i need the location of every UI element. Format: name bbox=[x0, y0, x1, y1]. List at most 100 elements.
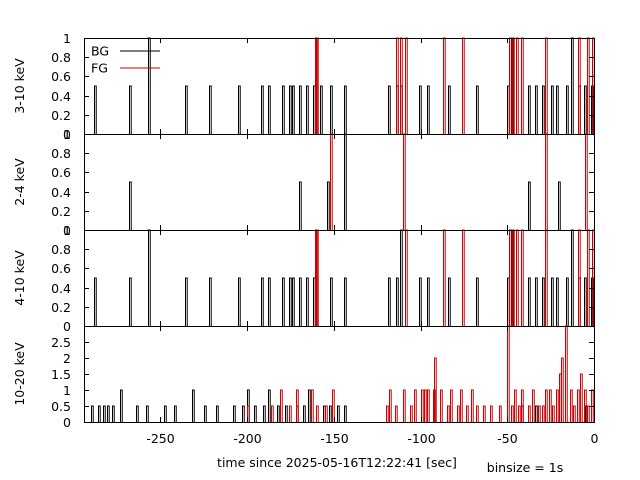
legend-label: FG bbox=[91, 61, 108, 76]
y-tick-label: 0 bbox=[63, 127, 71, 142]
bin-mark bbox=[476, 405, 479, 422]
bin-mark bbox=[129, 85, 132, 134]
bin-mark bbox=[112, 405, 115, 422]
y-tick-label: 0.4 bbox=[51, 281, 71, 296]
bin-mark bbox=[511, 405, 514, 422]
bin-mark bbox=[551, 85, 554, 134]
bin-mark bbox=[556, 277, 559, 326]
y-tick-label: 0.6 bbox=[51, 261, 71, 276]
x-tick-label: -150 bbox=[320, 431, 348, 446]
bin-mark bbox=[296, 389, 299, 422]
y-tick-label: 1 bbox=[63, 127, 71, 142]
y-tick-label: 2.5 bbox=[51, 335, 71, 350]
bin-mark bbox=[545, 133, 548, 230]
bin-mark bbox=[261, 277, 264, 326]
bin-mark bbox=[538, 405, 541, 422]
y-tick-label: 0.6 bbox=[51, 69, 71, 84]
bin-mark bbox=[337, 405, 340, 422]
y-tick-label: 0.4 bbox=[51, 89, 71, 104]
x-axis-label: time since 2025-05-16T12:22:41 [sec] bbox=[217, 455, 457, 470]
bin-mark bbox=[476, 277, 479, 326]
bin-mark bbox=[268, 85, 271, 134]
bin-mark bbox=[577, 389, 580, 422]
bin-mark bbox=[395, 405, 398, 422]
bin-mark bbox=[313, 85, 316, 134]
bin-mark bbox=[98, 405, 101, 422]
bin-mark bbox=[107, 405, 110, 422]
bin-mark bbox=[282, 85, 285, 134]
bin-mark bbox=[561, 357, 564, 422]
bin-mark bbox=[330, 85, 333, 134]
bin-mark bbox=[344, 405, 347, 422]
x-tick-label: -100 bbox=[407, 431, 435, 446]
y-axis-label: 3-10 keV bbox=[12, 58, 27, 114]
series-fg bbox=[247, 325, 594, 422]
bin-mark bbox=[532, 389, 535, 422]
bin-mark bbox=[587, 229, 590, 326]
bin-mark bbox=[419, 277, 422, 326]
bin-mark bbox=[148, 37, 151, 134]
bin-mark bbox=[476, 85, 479, 134]
bin-mark bbox=[584, 277, 587, 326]
bin-mark bbox=[490, 405, 493, 422]
y-tick-label: 0.4 bbox=[51, 185, 71, 200]
bin-mark bbox=[233, 405, 236, 422]
panel-1: 0 0.2 0.4 0.6 0.8 1 3-10 keV BG FG bbox=[12, 31, 595, 142]
bin-mark bbox=[535, 277, 538, 326]
y-tick-label: 1 bbox=[63, 223, 71, 238]
y-tick-label: 0.2 bbox=[51, 300, 71, 315]
bin-mark bbox=[521, 389, 524, 422]
bin-mark bbox=[306, 277, 309, 326]
legend-label: BG bbox=[91, 44, 109, 59]
panel-2: 0 0.2 0.4 0.6 0.8 1 2-4 keV bbox=[12, 127, 595, 238]
bin-mark bbox=[414, 389, 417, 422]
bin-mark bbox=[542, 405, 545, 422]
bin-mark bbox=[410, 405, 413, 422]
bin-mark bbox=[528, 85, 531, 134]
bin-mark bbox=[443, 37, 446, 134]
bin-mark bbox=[587, 37, 590, 134]
bin-mark bbox=[268, 389, 271, 422]
bin-mark bbox=[148, 229, 151, 326]
bin-mark bbox=[129, 181, 132, 230]
bin-mark bbox=[94, 85, 97, 134]
bin-mark bbox=[545, 37, 548, 134]
bin-mark bbox=[545, 389, 548, 422]
bin-mark bbox=[316, 405, 319, 422]
x-tick-label: -250 bbox=[146, 431, 174, 446]
bin-mark bbox=[542, 277, 545, 326]
bin-mark bbox=[403, 133, 406, 230]
bin-mark bbox=[462, 229, 465, 326]
bin-mark bbox=[289, 277, 292, 326]
bin-mark bbox=[91, 405, 94, 422]
bin-mark bbox=[185, 277, 188, 326]
bin-mark bbox=[509, 37, 512, 134]
bin-mark bbox=[507, 325, 510, 422]
bin-mark bbox=[329, 405, 332, 422]
bin-mark bbox=[209, 277, 212, 326]
bin-mark bbox=[242, 405, 245, 422]
bin-mark bbox=[447, 405, 450, 422]
bin-mark bbox=[389, 389, 392, 422]
legend: BG FG bbox=[91, 44, 160, 76]
bin-mark bbox=[405, 229, 408, 326]
bin-mark bbox=[174, 405, 177, 422]
bin-mark bbox=[521, 229, 524, 326]
binsize-note: binsize = 1s bbox=[487, 460, 563, 475]
y-tick-label: 0.2 bbox=[51, 108, 71, 123]
panel-4: 00.511.522.510-20 keV-250 -200 -150 -100 -50… bbox=[12, 325, 599, 446]
bin-mark bbox=[136, 405, 139, 422]
y-tick-label: 0 bbox=[63, 319, 71, 334]
bin-mark bbox=[419, 85, 422, 134]
series-fg bbox=[330, 133, 588, 230]
bin-mark bbox=[204, 405, 207, 422]
bin-mark bbox=[457, 405, 460, 422]
y-tick-label: 1 bbox=[63, 383, 71, 398]
series-bg bbox=[94, 229, 594, 326]
bin-mark bbox=[289, 85, 292, 134]
bin-mark bbox=[499, 405, 502, 422]
bin-mark bbox=[282, 277, 285, 326]
bin-mark bbox=[192, 389, 195, 422]
bin-mark bbox=[386, 405, 389, 422]
y-axis-label: 4-10 keV bbox=[12, 250, 27, 306]
